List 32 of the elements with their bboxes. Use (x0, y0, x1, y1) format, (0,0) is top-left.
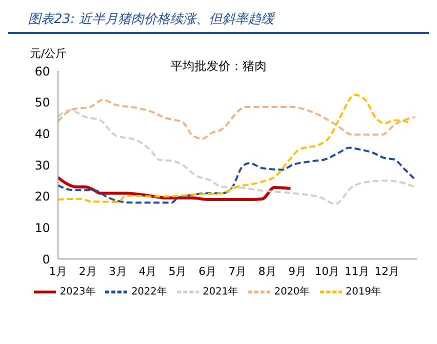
y-tick-label: 20 (34, 190, 50, 204)
x-tick-label: 2月 (78, 264, 97, 278)
x-tick-label: 6月 (198, 264, 217, 278)
y-tick-label: 30 (34, 158, 50, 172)
legend-label: 2021年 (202, 286, 238, 298)
chart-title: 图表23: 近半月猪肉价格续涨、但斜率趋缓 (8, 8, 429, 34)
x-tick-label: 4月 (138, 264, 157, 278)
line-series (58, 146, 416, 204)
line-series (58, 109, 416, 205)
x-tick-label: 12月 (374, 264, 400, 278)
y-axis-title: 元/公斤 (30, 46, 67, 61)
x-tick-label: 11月 (344, 264, 370, 278)
x-tick-label: 7月 (228, 264, 246, 278)
y-tick-label: 40 (34, 126, 50, 141)
x-tick-label: 1月 (49, 264, 67, 278)
chart-subtitle: 平均批发价：猪肉 (170, 59, 266, 73)
y-tick-label: 10 (34, 220, 50, 235)
legend-label: 2020年 (274, 286, 310, 298)
x-tick-label: 3月 (108, 264, 127, 278)
legend-label: 2023年 (60, 286, 96, 298)
x-tick-label: 9月 (288, 264, 306, 278)
legend-label: 2019年 (346, 286, 382, 298)
line-series (58, 98, 416, 140)
x-tick-label: 8月 (258, 264, 276, 278)
line-series (58, 94, 412, 203)
y-tick-label: 50 (34, 96, 50, 110)
x-tick-label: 10月 (314, 264, 340, 278)
y-tick-label: 0 (42, 252, 50, 266)
y-tick-label: 60 (34, 64, 50, 78)
line-series (58, 176, 292, 201)
legend-label: 2022年 (131, 286, 167, 298)
x-tick-label: 5月 (168, 264, 187, 278)
